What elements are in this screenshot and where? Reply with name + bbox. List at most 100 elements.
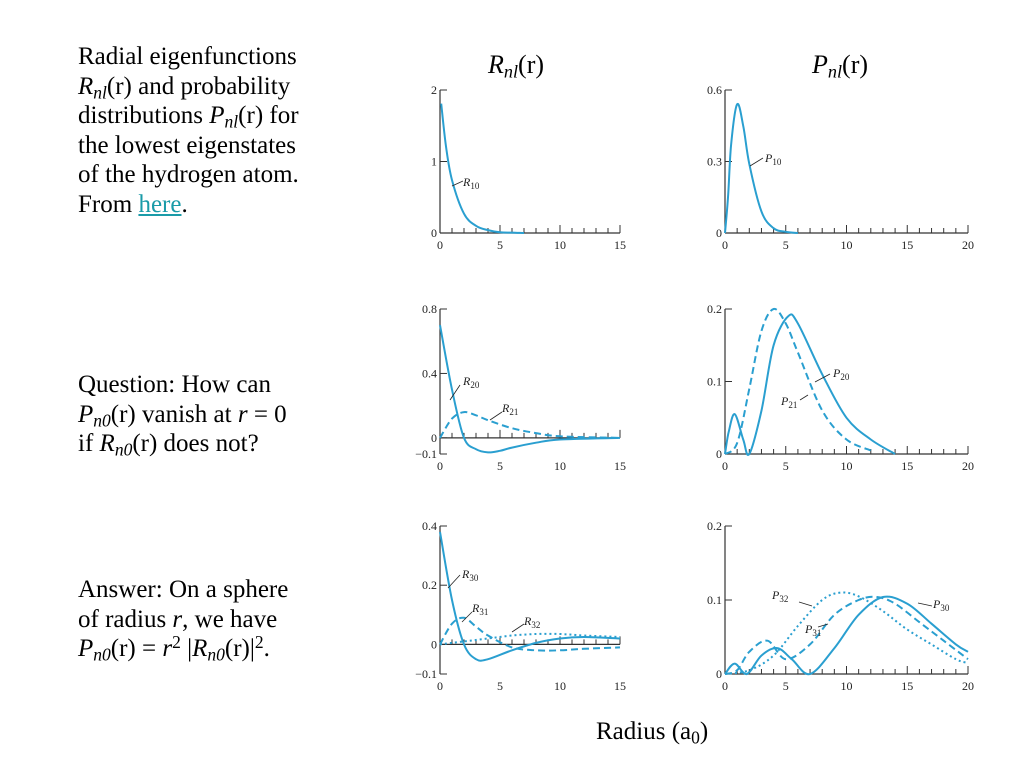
x-tick-label: 0 [437,679,443,693]
question: Question: How can Pn0(r) vanish at r = 0… [78,370,287,459]
label-P30: P30 [932,597,950,613]
x-tick-label: 20 [962,679,974,693]
x-tick-label: 0 [437,459,443,473]
caption-line-4: the lowest eigenstates [78,131,296,159]
x-tick-label: 15 [901,238,913,252]
x-tick-label: 5 [783,459,789,473]
caption-line-3-pre: distributions [78,102,210,129]
label-R32: R32 [523,614,540,630]
y-tick-label: 0.4 [422,519,437,533]
x-tick-label: 5 [497,679,503,693]
curve-P31 [724,595,969,675]
answer-exp: 2 [172,632,181,653]
leader-R20 [449,384,461,401]
y-tick-label: 0 [716,226,722,240]
x-tick-label: 15 [614,238,626,252]
question-line-3-pre: if [78,430,100,457]
label-R30: R30 [461,567,479,583]
x-tick-label: 15 [901,679,913,693]
x-tick-label: 5 [497,238,503,252]
x-tick-label: 5 [497,459,503,473]
leader-R30 [447,574,461,589]
curve-R20 [439,324,621,454]
curve-P20 [724,313,896,457]
curve-P30 [724,595,969,676]
header-r-symbol: R [488,50,504,79]
answer-line-2-post: , we have [182,605,278,633]
question-mid: vanish at [135,400,238,428]
label-P20: P20 [832,366,850,382]
label-R20: R20 [462,374,480,390]
header-p-subscript: nl [827,61,843,82]
y-tick-label: 0.6 [707,83,722,97]
header-r-nl: Rnl(r) [488,50,544,82]
label-P31: P31 [804,622,821,638]
source-link[interactable]: here [138,190,182,218]
caption-line-6-pre: From [78,190,139,218]
caption-line-2-rest: and probability [131,72,291,100]
x-axis-label-sub: 0 [691,727,700,748]
question-r-arg: (r) [132,430,158,457]
x-tick-label: 10 [841,238,853,252]
caption-p-subscript: nl [224,111,239,132]
leader-P30 [917,602,933,607]
plot-P1: 0 5 10 15 20 0 0.3 0.6 P10 [707,83,974,252]
answer-r-var: r [172,605,183,633]
question-p-arg: (r) [110,400,136,428]
question-r-var: r [237,400,248,428]
leader-P21 [799,394,809,401]
x-tick-label: 10 [554,238,566,252]
answer-eq: = [135,635,163,662]
caption-line-5: of the hydrogen atom. [78,161,299,188]
x-tick-label: 0 [722,679,728,693]
x-tick-label: 10 [554,679,566,693]
curve-P10 [724,102,798,234]
y-tick-label: 0.3 [707,155,722,169]
curve-R10 [440,103,525,234]
answer-exp-2: 2 [254,632,264,653]
y-tick-label: 1 [431,155,437,169]
y-tick-label: 0 [431,431,437,445]
curve-P21 [724,307,872,455]
caption-r-subscript: nl [93,81,107,102]
x-tick-label: 0 [722,459,728,473]
question-line-1: Question: How can [78,371,272,398]
caption-p-symbol: P [209,102,225,129]
y-tick-label: 0.2 [707,519,722,533]
x-tick-label: 0 [722,238,728,252]
curve-R31 [439,616,621,652]
curve-R21 [439,411,621,439]
question-r-subscript: n0 [114,439,133,460]
caption: Radial eigenfunctions Rnl(r) and probabi… [78,42,299,219]
label-P10: P10 [764,151,782,167]
caption-p-arg: (r) [238,102,264,129]
header-p-symbol: P [812,50,828,79]
plot-P3: 0 5 10 15 20 0 0.1 0.2 P30 P31 P32 [707,519,974,693]
x-tick-label: 20 [962,459,974,473]
y-tick-label: 0 [716,447,722,461]
x-axis-label-close: ) [699,718,709,745]
answer-p-arg: (r) [110,635,136,662]
label-R10: R10 [462,175,480,191]
header-p-nl: Pnl(r) [812,50,869,82]
answer-abs-close: | [249,635,255,662]
y-tick-label: 0 [431,637,437,651]
x-tick-label: 15 [614,459,626,473]
answer-r-symbol: R [192,635,208,662]
x-tick-label: 10 [841,679,853,693]
y-tick-label: 0.4 [422,366,437,380]
leader-R31 [461,611,473,623]
answer-line-1: Answer: On a sphere [78,576,289,603]
y-tick-label: −0.1 [415,667,437,681]
header-p-arg: (r) [842,50,869,79]
answer-p-symbol: P [78,635,94,662]
answer-r-subscript: n0 [207,644,225,665]
header-r-subscript: nl [503,61,519,82]
leader-R32 [511,623,525,633]
caption-line-1: Radial eigenfunctions [78,43,297,70]
curve-R30 [439,531,621,662]
plot-P2: 0 5 10 15 20 0 0.1 0.2 P20 P21 [707,302,974,473]
answer-r-arg: (r) [224,635,250,662]
